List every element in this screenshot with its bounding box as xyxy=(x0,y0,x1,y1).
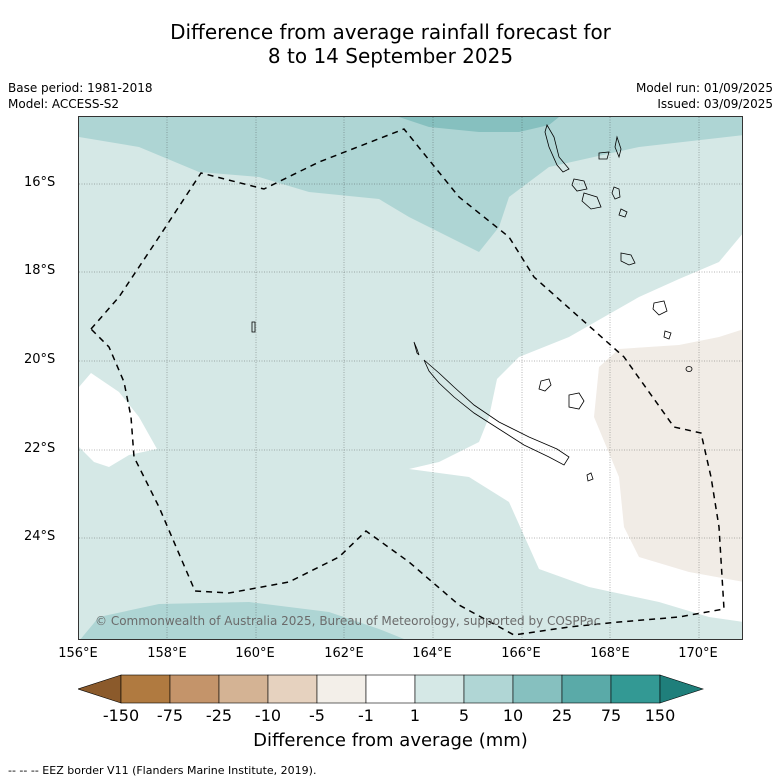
colorbar-segment xyxy=(218,674,269,704)
small-island xyxy=(413,341,420,356)
copyright-text: © Commonwealth of Australia 2025, Bureau… xyxy=(95,614,601,628)
model-text: Model: ACCESS-S2 xyxy=(8,97,120,111)
colorbar-segment xyxy=(512,674,563,704)
lon-label-166e: 166°E xyxy=(501,646,541,661)
loyalty-island-1 xyxy=(538,378,552,392)
base-period-text: Base period: 1981-2018 xyxy=(8,81,153,95)
vanuatu-island-8 xyxy=(620,252,636,266)
loyalty-island-2 xyxy=(568,392,585,410)
lon-label-168e: 168°E xyxy=(590,646,630,661)
colorbar-tick-label: -25 xyxy=(205,706,233,725)
map-dark-band-top xyxy=(399,117,559,132)
colorbar-title: Difference from average (mm) xyxy=(253,730,528,751)
vanuatu-island-4 xyxy=(571,178,588,192)
map-mid-band-top xyxy=(79,117,742,252)
lon-label-162e: 162°E xyxy=(324,646,364,661)
model-run-text: Model run: 01/09/2025 xyxy=(635,81,773,95)
lat-label-24s: 24°S xyxy=(24,529,56,544)
lon-label-164e: 164°E xyxy=(412,646,452,661)
lon-label-160e: 160°E xyxy=(235,646,275,661)
colorbar-tick-label: 10 xyxy=(502,706,524,725)
east-island-3 xyxy=(685,366,693,372)
east-island-2 xyxy=(663,330,672,340)
colorbar-tick-label: 150 xyxy=(644,706,676,725)
colorbar-tick-label: -75 xyxy=(156,706,184,725)
colorbar-segment xyxy=(316,674,367,704)
lat-label-22s: 22°S xyxy=(24,441,56,456)
lon-label-156e: 156°E xyxy=(58,646,98,661)
eez-border-path xyxy=(89,128,725,636)
colorbar-tick-label: -1 xyxy=(358,706,374,725)
colorbar-segment xyxy=(561,674,612,704)
vanuatu-island-5 xyxy=(581,192,602,210)
colorbar-tick-label: 75 xyxy=(600,706,622,725)
colorbar-tick-label: 25 xyxy=(551,706,573,725)
lon-label-158e: 158°E xyxy=(147,646,187,661)
colorbar xyxy=(78,674,704,704)
new-caledonia-island xyxy=(423,359,570,466)
map-dry-patch xyxy=(594,329,742,582)
east-island-1 xyxy=(652,300,668,316)
colorbar-segment xyxy=(463,674,514,704)
western-islet xyxy=(251,321,256,333)
colorbar-segment xyxy=(610,674,661,704)
lat-label-18s: 18°S xyxy=(24,263,56,278)
lat-label-20s: 20°S xyxy=(24,352,56,367)
lat-label-16s: 16°S xyxy=(24,175,56,190)
colorbar-tick-label: -5 xyxy=(309,706,325,725)
vanuatu-island-3 xyxy=(614,135,622,159)
vanuatu-island-6 xyxy=(611,186,621,200)
vanuatu-island-7 xyxy=(618,208,628,218)
rainfall-map xyxy=(78,116,743,640)
eez-legend-footer: -- -- -- EEZ border V11 (Flanders Marine… xyxy=(8,764,317,777)
colorbar-segment xyxy=(267,674,318,704)
colorbar-tick-label: -150 xyxy=(102,706,140,725)
colorbar-segment xyxy=(120,674,171,704)
colorbar-segment xyxy=(414,674,465,704)
colorbar-tick-label: 5 xyxy=(458,706,470,725)
colorbar-segment xyxy=(365,674,416,704)
loyalty-island-3 xyxy=(586,472,594,482)
colorbar-extend-left xyxy=(78,674,122,704)
map-gridlines xyxy=(79,117,742,639)
issued-text: Issued: 03/09/2025 xyxy=(657,97,773,111)
map-svg xyxy=(79,117,742,639)
vanuatu-island-2 xyxy=(598,151,610,160)
colorbar-extend-right xyxy=(659,674,704,704)
colorbar-tick-label: -10 xyxy=(254,706,282,725)
lon-label-170e: 170°E xyxy=(678,646,718,661)
map-title-line2: 8 to 14 September 2025 xyxy=(267,44,514,68)
map-title-line1: Difference from average rainfall forecas… xyxy=(170,20,611,44)
colorbar-segments xyxy=(78,674,704,704)
map-mid-band-bottom xyxy=(80,602,404,639)
map-neutral-left xyxy=(79,373,157,467)
vanuatu-island-1 xyxy=(544,123,570,173)
colorbar-segment xyxy=(169,674,220,704)
colorbar-tick-label: 1 xyxy=(409,706,421,725)
